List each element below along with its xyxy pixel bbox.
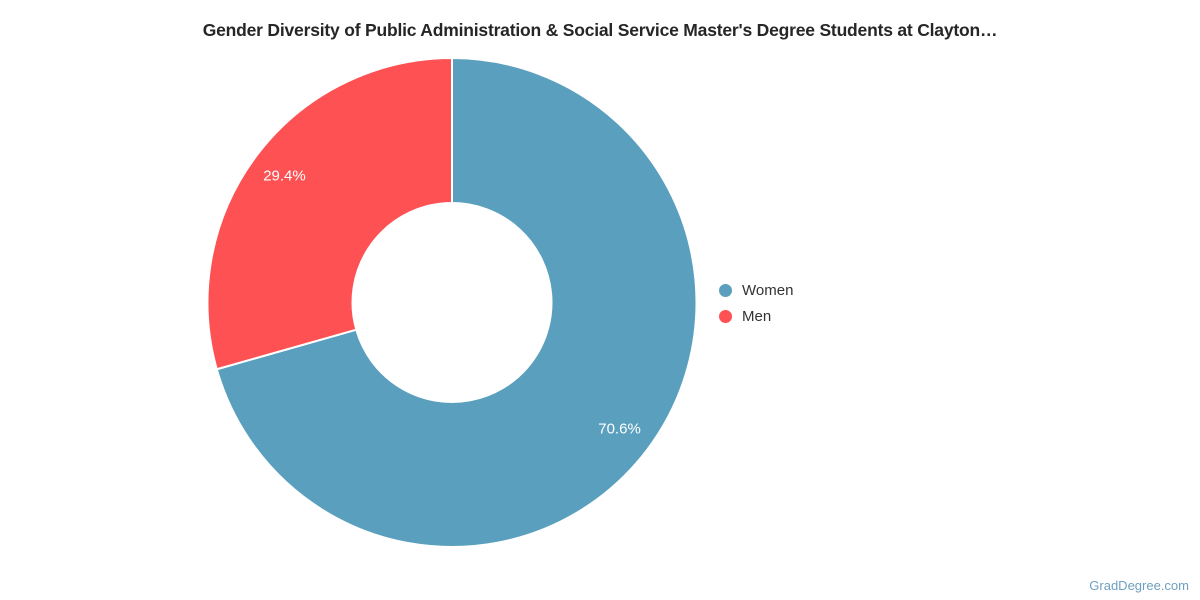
legend-marker-women-icon [719, 283, 732, 297]
slice-men[interactable] [206, 57, 453, 371]
legend: Women Men [719, 277, 793, 329]
slice-label-men: 29.4% [263, 167, 306, 184]
legend-item-women[interactable]: Women [719, 277, 793, 303]
legend-label-women: Women [742, 281, 794, 299]
watermark-link[interactable]: GradDegree.com [1089, 578, 1189, 593]
chart-title: Gender Diversity of Public Administratio… [202, 20, 998, 40]
legend-marker-men-icon [719, 309, 732, 323]
legend-item-men[interactable]: Men [719, 303, 793, 329]
slice-women[interactable] [215, 57, 698, 548]
legend-label-men: Men [742, 307, 772, 325]
slice-label-women: 70.6% [598, 421, 641, 438]
